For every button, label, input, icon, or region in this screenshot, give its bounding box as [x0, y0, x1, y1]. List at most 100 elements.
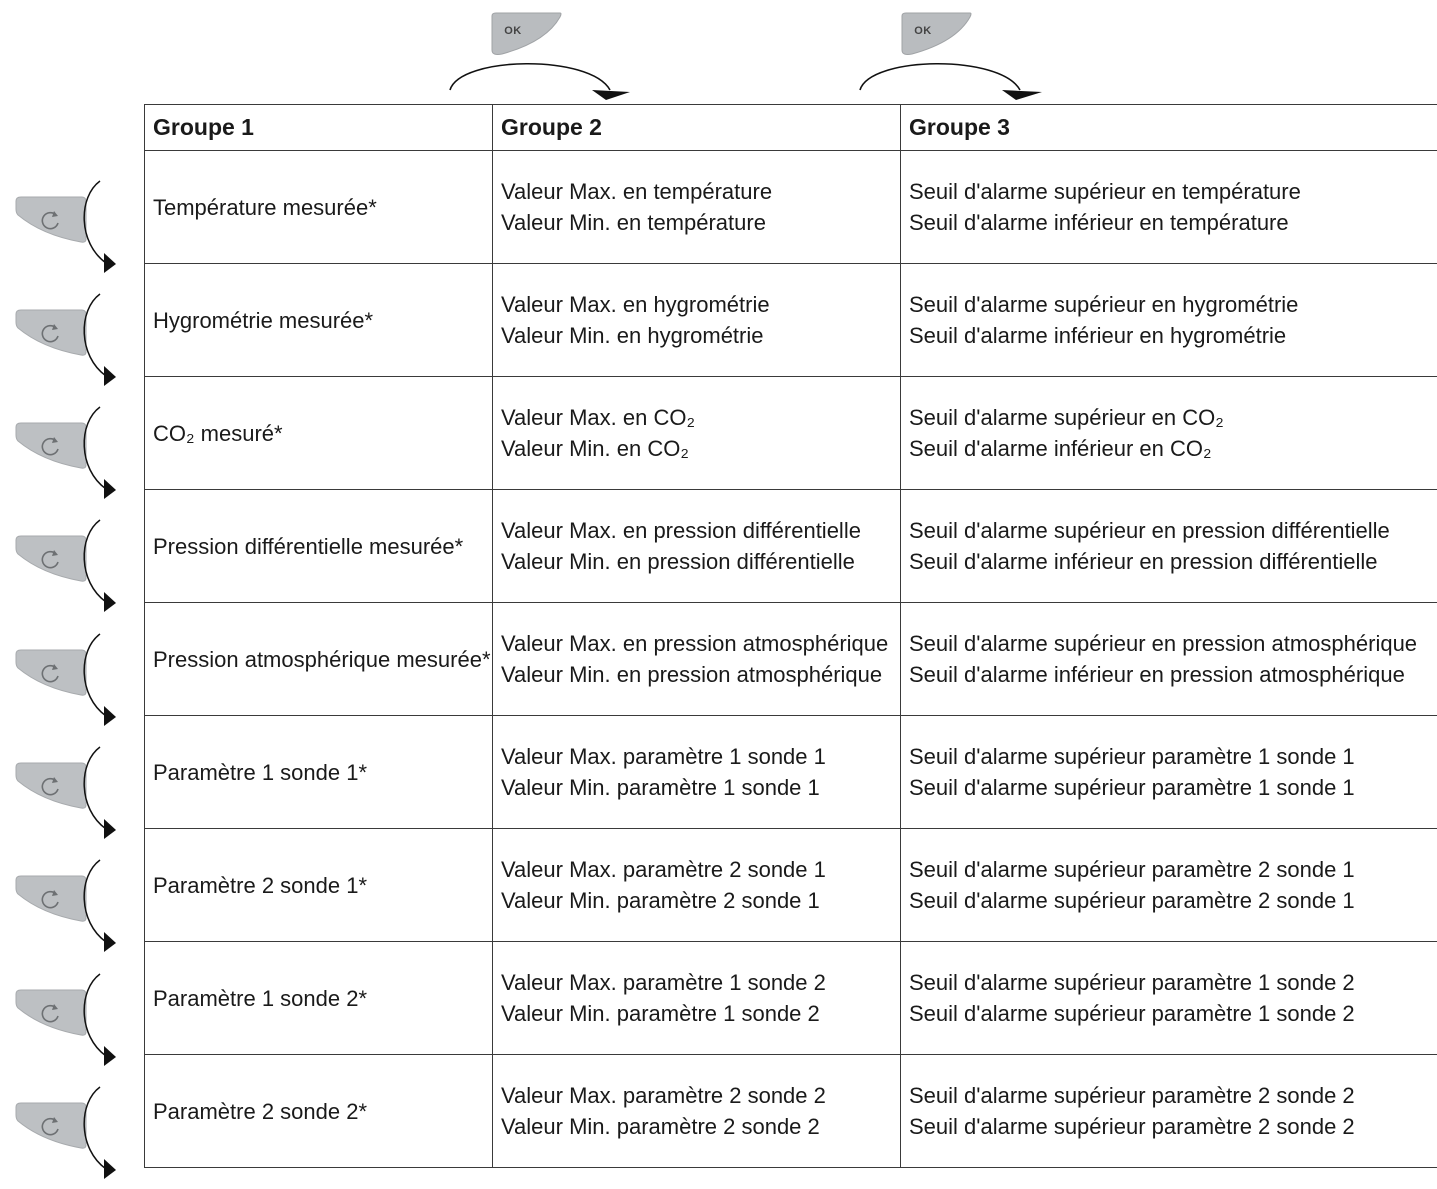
header-groupe-3: Groupe 3	[901, 105, 1437, 151]
groupe-3-cell: Seuil d'alarme supérieur paramètre 1 son…	[901, 942, 1437, 1055]
max-value-label: Valeur Max. paramètre 1 sonde 1	[501, 741, 900, 772]
table-row: Hygrométrie mesurée* Valeur Max. en hygro…	[145, 264, 1437, 377]
groupe-3-cell: Seuil d'alarme supérieur paramètre 2 son…	[901, 1055, 1437, 1168]
max-value-label: Valeur Max. paramètre 2 sonde 1	[501, 854, 900, 885]
min-value-label: Seuil d'alarme inférieur en hygrométrie	[909, 320, 1437, 351]
max-value-label: Valeur Max. en hygrométrie	[501, 289, 900, 320]
max-value-label: Valeur Max. en pression différentielle	[501, 515, 900, 546]
next-row-arrow	[82, 286, 138, 396]
ok-button-label: OK	[898, 12, 948, 50]
max-value-label: Seuil d'alarme supérieur en pression dif…	[909, 515, 1437, 546]
scroll-button[interactable]	[12, 421, 88, 479]
groupe-1-cell: Hygrométrie mesurée*	[145, 264, 493, 377]
scroll-button[interactable]	[12, 195, 88, 253]
groupe-1-label: Pression différentielle mesurée*	[153, 531, 492, 562]
scroll-button[interactable]	[12, 308, 88, 366]
refresh-icon	[12, 648, 88, 706]
groupe-1-cell: CO₂ mesuré*	[145, 377, 493, 490]
max-value-label: Valeur Max. en température	[501, 176, 900, 207]
min-value-label: Seuil d'alarme supérieur paramètre 1 son…	[909, 998, 1437, 1029]
next-group-arrow-2	[852, 56, 1052, 102]
scroll-button[interactable]	[12, 1101, 88, 1159]
groupe-1-label: Paramètre 2 sonde 2*	[153, 1096, 492, 1127]
scroll-button[interactable]	[12, 988, 88, 1046]
max-value-label: Valeur Max. en CO₂	[501, 402, 900, 433]
max-value-label: Seuil d'alarme supérieur paramètre 1 son…	[909, 967, 1437, 998]
max-value-label: Seuil d'alarme supérieur paramètre 2 son…	[909, 854, 1437, 885]
min-value-label: Seuil d'alarme inférieur en pression atm…	[909, 659, 1437, 690]
groupe-3-cell: Seuil d'alarme supérieur paramètre 2 son…	[901, 829, 1437, 942]
groupe-1-label: Paramètre 2 sonde 1*	[153, 870, 492, 901]
next-row-arrow	[82, 852, 138, 962]
max-value-label: Seuil d'alarme supérieur paramètre 2 son…	[909, 1080, 1437, 1111]
min-value-label: Valeur Min. en pression différentielle	[501, 546, 900, 577]
table-header-row: Groupe 1 Groupe 2 Groupe 3	[145, 105, 1437, 151]
groupe-1-label: Paramètre 1 sonde 1*	[153, 757, 492, 788]
header-groupe-1: Groupe 1	[145, 105, 493, 151]
groupe-1-label: Pression atmosphérique mesurée*	[153, 644, 492, 675]
scroll-button[interactable]	[12, 874, 88, 932]
table-row: Paramètre 2 sonde 1*Valeur Max. paramètr…	[145, 829, 1437, 942]
max-value-label: Seuil d'alarme supérieur en température	[909, 176, 1437, 207]
groupe-1-cell: Paramètre 2 sonde 2*	[145, 1055, 493, 1168]
min-value-label: Valeur Min. paramètre 1 sonde 1	[501, 772, 900, 803]
min-value-label: Seuil d'alarme inférieur en CO₂	[909, 433, 1437, 464]
groupe-1-label: Paramètre 1 sonde 2*	[153, 983, 492, 1014]
groupe-3-cell: Seuil d'alarme supérieur paramètre 1 son…	[901, 716, 1437, 829]
refresh-icon	[12, 534, 88, 592]
next-row-arrow	[82, 966, 138, 1076]
table-row: Paramètre 1 sonde 1*Valeur Max. paramètr…	[145, 716, 1437, 829]
min-value-label: Valeur Min. en CO₂	[501, 433, 900, 464]
header-groupe-2: Groupe 2	[493, 105, 901, 151]
min-value-label: Seuil d'alarme inférieur en température	[909, 207, 1437, 238]
refresh-icon	[12, 195, 88, 253]
table-row: Pression différentielle mesurée*Valeur M…	[145, 490, 1437, 603]
next-row-arrow	[82, 173, 138, 283]
refresh-icon	[12, 1101, 88, 1159]
scroll-button[interactable]	[12, 534, 88, 592]
ok-button-2[interactable]: OK	[898, 12, 974, 56]
ok-button-1[interactable]: OK	[488, 12, 564, 56]
max-value-label: Seuil d'alarme supérieur en hygrométrie	[909, 289, 1437, 320]
groupe-1-label: CO₂ mesuré*	[153, 418, 492, 449]
table-row: Paramètre 1 sonde 2* Valeur Max. paramètr…	[145, 942, 1437, 1055]
next-row-arrow	[82, 512, 138, 622]
refresh-icon	[12, 308, 88, 366]
next-row-arrow	[82, 399, 138, 509]
max-value-label: Valeur Max. paramètre 2 sonde 2	[501, 1080, 900, 1111]
min-value-label: Seuil d'alarme supérieur paramètre 1 son…	[909, 772, 1437, 803]
groups-table: Groupe 1 Groupe 2 Groupe 3 Température m…	[144, 104, 1437, 1168]
max-value-label: Seuil d'alarme supérieur paramètre 1 son…	[909, 741, 1437, 772]
table-row: Paramètre 2 sonde 2* Valeur Max. paramètr…	[145, 1055, 1437, 1168]
groupe-1-cell: Pression atmosphérique mesurée*	[145, 603, 493, 716]
refresh-icon	[12, 988, 88, 1046]
scroll-button[interactable]	[12, 761, 88, 819]
scroll-button[interactable]	[12, 648, 88, 706]
min-value-label: Valeur Min. en pression atmosphérique	[501, 659, 900, 690]
refresh-icon	[12, 761, 88, 819]
next-row-arrow	[82, 1079, 138, 1189]
groupe-3-cell: Seuil d'alarme supérieur en pression atm…	[901, 603, 1437, 716]
groupe-3-cell: Seuil d'alarme supérieur en pression dif…	[901, 490, 1437, 603]
min-value-label: Valeur Min. paramètre 2 sonde 2	[501, 1111, 900, 1142]
max-value-label: Seuil d'alarme supérieur en CO₂	[909, 402, 1437, 433]
min-value-label: Valeur Min. en hygrométrie	[501, 320, 900, 351]
refresh-icon	[12, 421, 88, 479]
next-row-arrow	[82, 626, 138, 736]
groupe-1-label: Hygrométrie mesurée*	[153, 305, 492, 336]
groupe-1-cell: Paramètre 1 sonde 1*	[145, 716, 493, 829]
max-value-label: Valeur Max. paramètre 1 sonde 2	[501, 967, 900, 998]
groupe-1-label: Température mesurée*	[153, 192, 492, 223]
next-group-arrow-1	[440, 56, 640, 102]
groupe-1-cell: Paramètre 2 sonde 1*	[145, 829, 493, 942]
